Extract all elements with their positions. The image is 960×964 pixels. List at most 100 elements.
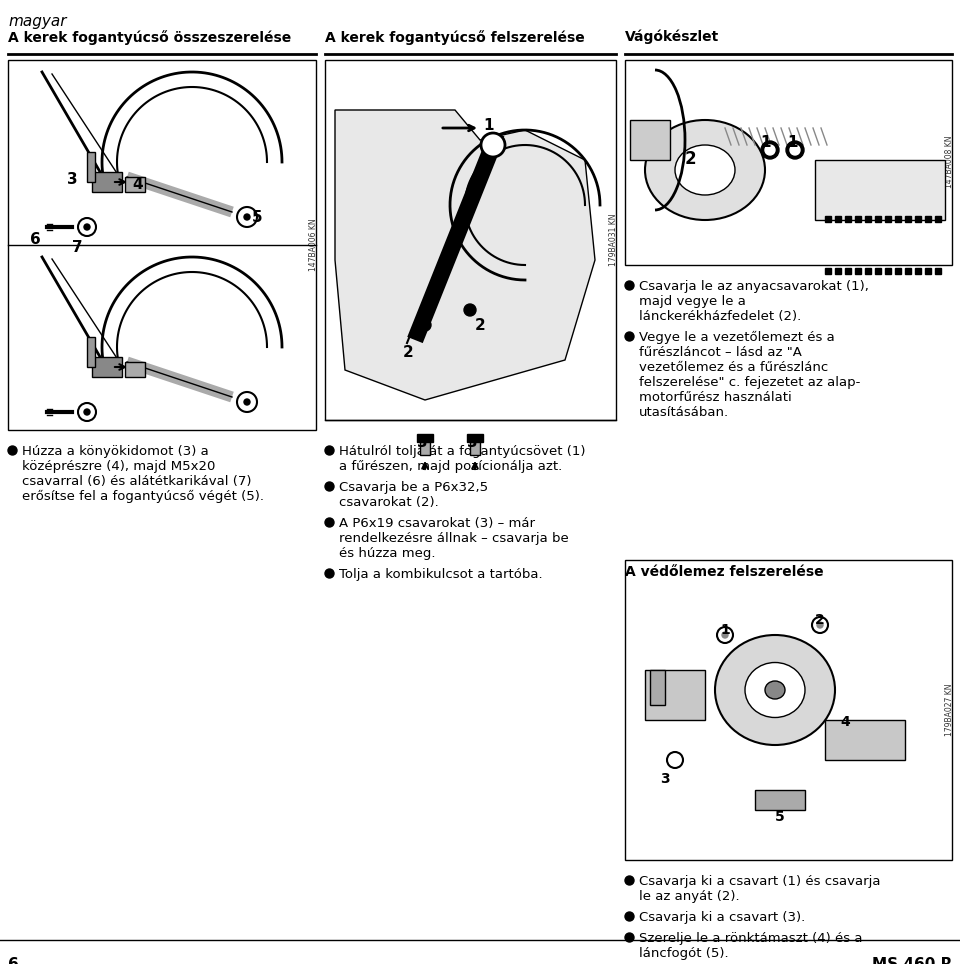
Text: A kerek fogantyúcső összeszerelése: A kerek fogantyúcső összeszerelése [8,30,291,45]
Text: Vegye le a vezetőlemezt és a: Vegye le a vezetőlemezt és a [639,331,835,344]
Text: 3: 3 [467,435,478,450]
Text: Hátulról tolja át a fogantyúcsövet (1): Hátulról tolja át a fogantyúcsövet (1) [339,445,586,458]
Bar [845,216,851,222]
Bar [825,720,905,760]
Circle shape [817,622,823,628]
Text: 1: 1 [483,118,493,133]
Bar [865,268,871,274]
Text: 1: 1 [760,135,771,150]
Bar [125,362,145,377]
Text: A P6x19 csavarokat (3) – már: A P6x19 csavarokat (3) – már [339,517,535,530]
Bar [885,216,891,222]
Bar [8,60,316,430]
Text: Húzza a könyökidomot (3) a: Húzza a könyökidomot (3) a [22,445,208,458]
Bar [875,268,881,274]
Text: majd vegye le a: majd vegye le a [639,295,746,308]
Text: csavarokat (2).: csavarokat (2). [339,496,439,509]
Text: 2: 2 [403,345,414,360]
Circle shape [786,141,804,159]
Text: láncfogót (5).: láncfogót (5). [639,947,729,960]
Bar [905,268,911,274]
Circle shape [717,627,733,643]
Bar [625,60,952,265]
Text: magyar: magyar [8,14,66,29]
Bar [92,172,122,192]
Bar [470,435,480,455]
Circle shape [244,399,250,405]
Text: 147BA006 KN: 147BA006 KN [309,219,319,271]
Text: a fűrészen, majd pozícionálja azt.: a fűrészen, majd pozícionálja azt. [339,460,563,473]
Ellipse shape [675,145,735,195]
Text: erősítse fel a fogantyúcső végét (5).: erősítse fel a fogantyúcső végét (5). [22,490,264,503]
Bar [325,60,616,420]
Text: Csavarja be a P6x32,5: Csavarja be a P6x32,5 [339,481,488,494]
Circle shape [625,912,634,921]
Text: 4: 4 [840,715,850,729]
Text: 5: 5 [252,210,263,225]
Ellipse shape [715,635,835,745]
Circle shape [84,224,90,230]
Bar [935,268,941,274]
Circle shape [325,482,334,491]
Bar [420,435,430,455]
Text: 179BA031 KN: 179BA031 KN [610,214,618,266]
Bar [815,160,945,220]
Text: Csavarja ki a csavart (3).: Csavarja ki a csavart (3). [639,911,805,924]
Ellipse shape [645,120,765,220]
Bar [87,152,95,182]
Text: fűrészláncot – lásd az "A: fűrészláncot – lásd az "A [639,346,802,359]
Circle shape [8,446,17,455]
Bar [925,268,931,274]
Text: 4: 4 [132,177,143,192]
Text: 7: 7 [72,240,83,255]
Circle shape [625,332,634,341]
Bar [650,670,665,705]
Circle shape [325,446,334,455]
Text: 5: 5 [775,810,784,824]
Text: Vágókészlet: Vágókészlet [625,30,719,44]
Bar [935,216,941,222]
Circle shape [419,319,431,331]
Text: 2: 2 [815,613,825,627]
Bar [87,337,95,367]
Text: utasításában.: utasításában. [639,406,730,419]
Bar [915,216,921,222]
Bar [875,216,881,222]
Text: középrészre (4), majd M5x20: középrészre (4), majd M5x20 [22,460,215,473]
Text: le az anyát (2).: le az anyát (2). [639,890,739,903]
Bar [925,216,931,222]
Bar [825,216,831,222]
Text: lánckerékházfedelet (2).: lánckerékházfedelet (2). [639,310,802,323]
Circle shape [237,207,257,227]
Text: A kerek fogantyúcső felszerelése: A kerek fogantyúcső felszerelése [325,30,585,45]
Bar [755,790,805,810]
Text: 6: 6 [8,957,19,964]
Circle shape [84,409,90,415]
Text: motorfűrész használati: motorfűrész használati [639,391,792,404]
Text: 1: 1 [787,135,798,150]
Text: 179BA027 KN: 179BA027 KN [946,683,954,736]
Circle shape [325,518,334,527]
Circle shape [625,876,634,885]
Circle shape [722,632,728,638]
Bar [92,357,122,377]
Circle shape [790,145,800,155]
Text: 6: 6 [30,232,40,247]
Circle shape [667,752,683,768]
Text: Csavarja le az anyacsavarokat (1),: Csavarja le az anyacsavarokat (1), [639,280,869,293]
Bar [895,216,901,222]
Text: 3: 3 [417,435,427,450]
Bar [885,268,891,274]
Ellipse shape [745,662,805,717]
Text: A védőlemez felszerelése: A védőlemez felszerelése [625,565,824,579]
Bar [895,268,901,274]
Text: Szerelje le a rönktámaszt (4) és a: Szerelje le a rönktámaszt (4) és a [639,932,862,945]
Text: MS 460 R: MS 460 R [872,957,952,964]
Text: csavarral (6) és alátétkarikával (7): csavarral (6) és alátétkarikával (7) [22,475,252,488]
Bar [625,560,952,860]
Text: 2: 2 [475,318,486,333]
Bar [645,670,705,720]
Bar [835,268,841,274]
Circle shape [761,141,779,159]
Text: 3: 3 [660,772,670,786]
